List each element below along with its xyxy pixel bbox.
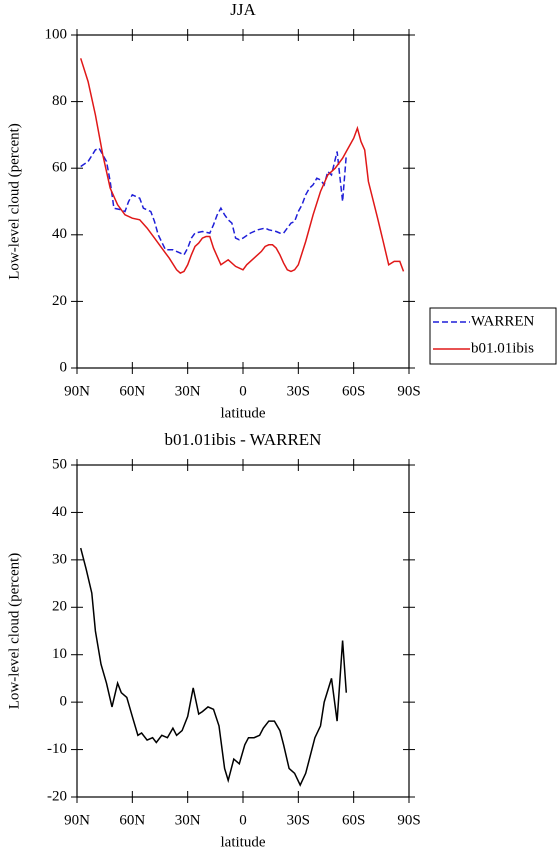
x-tick-label: 60N bbox=[119, 383, 145, 399]
y-tick-label: 50 bbox=[52, 456, 67, 472]
x-tick-label: 0 bbox=[239, 812, 247, 828]
x-axis-label: latitude bbox=[221, 834, 266, 850]
y-tick-label: 40 bbox=[52, 504, 67, 520]
x-tick-label: 30N bbox=[175, 383, 201, 399]
x-axis-label: latitude bbox=[221, 405, 266, 421]
x-tick-label: 60S bbox=[342, 812, 365, 828]
plot-frame bbox=[76, 34, 410, 369]
chart-title: b01.01ibis - WARREN bbox=[165, 430, 322, 449]
y-tick-label: 10 bbox=[52, 646, 67, 662]
x-tick-label: 90N bbox=[64, 383, 90, 399]
x-tick-label: 30S bbox=[287, 383, 310, 399]
y-tick-label: -10 bbox=[47, 741, 67, 757]
y-tick-label: 80 bbox=[52, 93, 67, 109]
y-tick-label: 20 bbox=[52, 293, 67, 309]
y-tick-label: 0 bbox=[60, 694, 68, 710]
x-tick-label: 60N bbox=[119, 812, 145, 828]
x-tick-label: 90N bbox=[64, 812, 90, 828]
x-tick-label: 30S bbox=[287, 812, 310, 828]
y-tick-label: 100 bbox=[45, 26, 68, 42]
x-tick-label: 90S bbox=[397, 812, 420, 828]
legend-box bbox=[429, 307, 557, 365]
y-tick-label: 60 bbox=[52, 160, 67, 176]
legend-label: b01.01ibis bbox=[471, 340, 534, 356]
y-tick-label: 30 bbox=[52, 551, 67, 567]
data-line bbox=[80, 147, 348, 256]
legend-label: WARREN bbox=[471, 313, 535, 329]
x-tick-label: 0 bbox=[239, 383, 247, 399]
y-axis-label: Low-level cloud (percent) bbox=[6, 553, 22, 710]
y-tick-label: 0 bbox=[60, 359, 68, 375]
y-tick-label: 40 bbox=[52, 226, 67, 242]
chart-title: JJA bbox=[230, 0, 256, 19]
y-tick-label: -20 bbox=[47, 788, 67, 804]
x-tick-label: 60S bbox=[342, 383, 365, 399]
data-line bbox=[79, 58, 405, 274]
y-axis-label: Low-level cloud (percent) bbox=[6, 123, 22, 280]
y-tick-label: 20 bbox=[52, 599, 67, 615]
data-line bbox=[79, 547, 348, 787]
plot-frame bbox=[76, 464, 410, 798]
x-tick-label: 90S bbox=[397, 383, 420, 399]
x-tick-label: 30N bbox=[175, 812, 201, 828]
